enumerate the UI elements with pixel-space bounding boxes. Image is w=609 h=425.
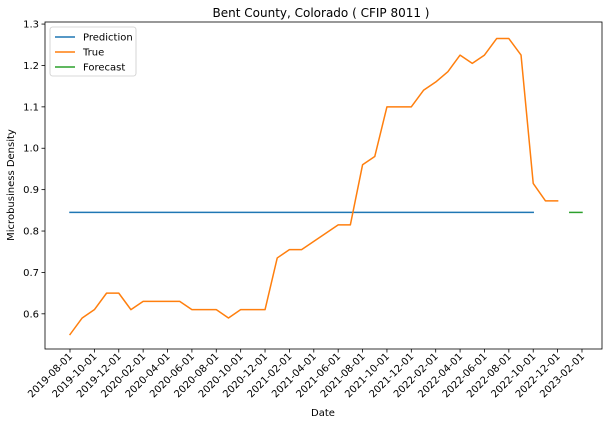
legend-label-prediction: Prediction <box>83 33 133 44</box>
series-line-true <box>68 37 559 336</box>
series-layer <box>68 37 583 336</box>
chart-title: Bent County, Colorado ( CFIP 8011 ) <box>213 6 430 20</box>
y-tick-label: 1.0 <box>23 144 39 155</box>
y-tick-label: 0.7 <box>23 268 39 279</box>
y-tick-label: 1.3 <box>23 20 39 31</box>
y-axis-label: Microbusiness Density <box>6 129 17 241</box>
y-tick-label: 0.8 <box>23 227 39 238</box>
legend: Prediction True Forecast <box>49 26 137 77</box>
plot-area <box>44 21 603 350</box>
legend-label-true: True <box>82 48 104 59</box>
legend-box <box>49 26 137 77</box>
y-tick-label: 1.2 <box>23 61 39 72</box>
y-tick-label: 1.1 <box>23 102 39 113</box>
legend-label-forecast: Forecast <box>83 63 125 74</box>
x-axis-label: Date <box>311 408 335 419</box>
y-tick-label: 0.6 <box>23 309 39 320</box>
y-tick-label: 0.9 <box>23 185 39 196</box>
y-axis: 0.6 0.7 0.8 0.9 1.0 1.1 1.2 1.3 <box>23 20 45 320</box>
